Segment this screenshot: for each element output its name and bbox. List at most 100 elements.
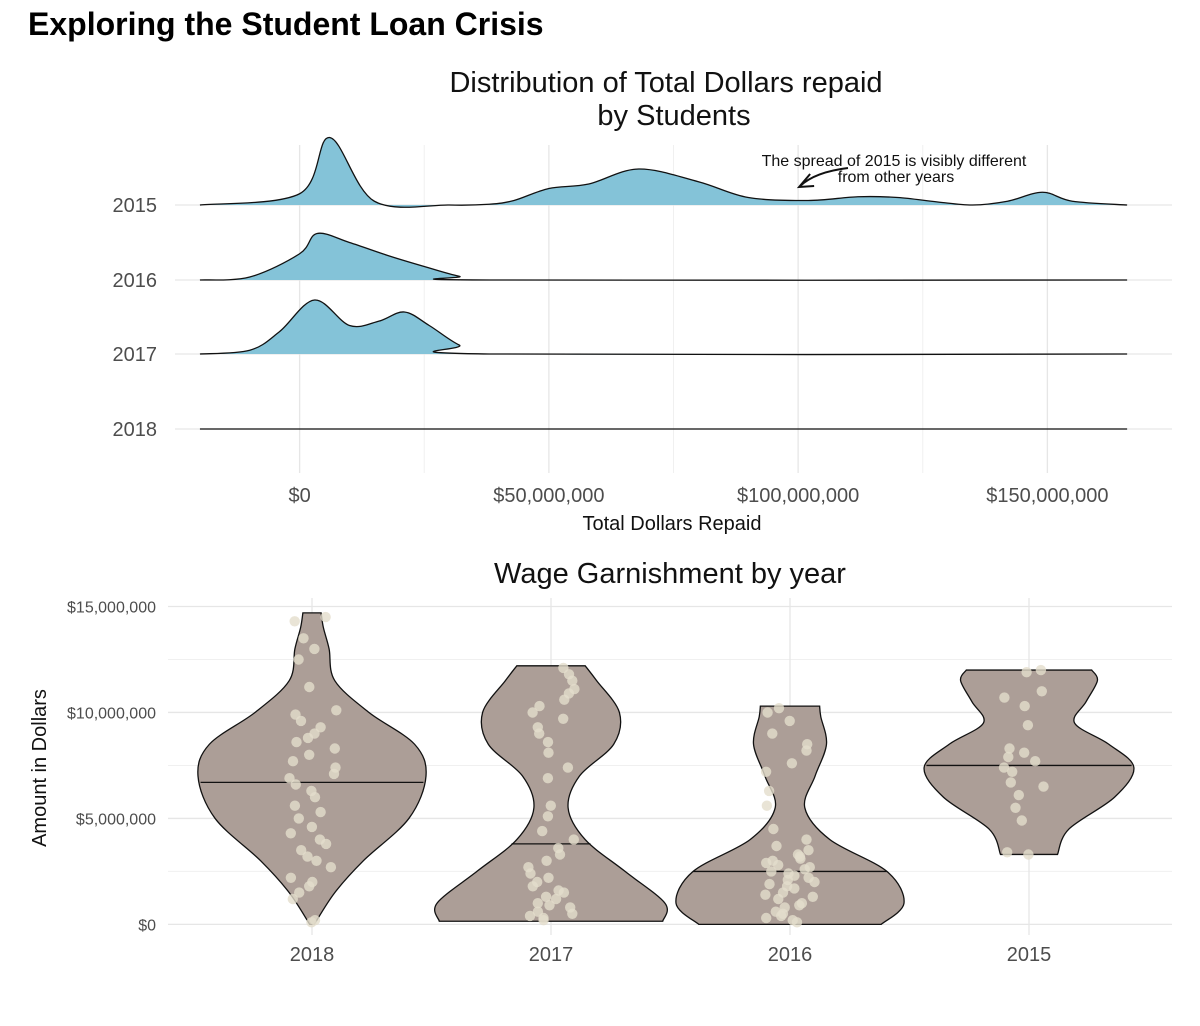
data-point-2017 <box>541 855 552 866</box>
annotation-text-line-1: The spread of 2015 is visibly different <box>762 153 1027 170</box>
data-point-2017 <box>537 825 548 837</box>
data-point-2018 <box>291 736 302 748</box>
data-point-2017 <box>543 872 554 883</box>
chart-title: Wage Garnishment by year <box>494 558 846 590</box>
data-point-2016 <box>783 868 794 879</box>
ridge-area-2017 <box>199 299 1128 355</box>
data-point-2017 <box>568 834 579 845</box>
data-point-2015 <box>1004 743 1015 754</box>
data-point-2018 <box>315 722 326 733</box>
data-point-2018 <box>309 643 320 655</box>
x-axis-label: Total Dollars Repaid <box>583 513 762 535</box>
data-point-2016 <box>792 849 804 860</box>
data-point-2017 <box>540 891 552 902</box>
data-point-2016 <box>762 707 773 718</box>
x-tick-label: 2018 <box>290 944 335 966</box>
data-point-2018 <box>289 616 300 627</box>
y-tick-label: $5,000,000 <box>76 811 156 828</box>
data-point-2017 <box>569 683 580 695</box>
data-point-2017 <box>562 762 574 773</box>
data-point-2018 <box>293 813 304 824</box>
data-point-2016 <box>803 872 814 883</box>
violin-2015 <box>923 669 1135 856</box>
data-point-2017 <box>545 800 556 811</box>
data-point-2017 <box>527 707 538 718</box>
x-tick-label: $150,000,000 <box>986 485 1108 507</box>
data-point-2015 <box>999 692 1010 703</box>
data-point-2015 <box>1013 789 1024 801</box>
ridge-line-2015 <box>199 136 1128 208</box>
data-point-2018 <box>304 681 315 693</box>
x-tick-label: $0 <box>289 485 311 507</box>
data-point-2017 <box>532 906 544 917</box>
data-point-2018 <box>285 872 297 883</box>
violin-2016 <box>675 705 905 926</box>
data-point-2015 <box>1023 849 1034 860</box>
data-point-2018 <box>298 633 309 644</box>
data-point-2016 <box>767 728 778 739</box>
data-point-2017 <box>532 722 543 733</box>
data-point-2016 <box>766 866 777 877</box>
data-point-2017 <box>543 747 554 758</box>
data-point-2018 <box>325 862 337 873</box>
data-point-2016 <box>784 715 795 727</box>
data-point-2016 <box>801 834 812 845</box>
violin-2017 <box>434 665 668 922</box>
chart-title-line-1: Distribution of Total Dollars repaid <box>449 67 882 99</box>
data-point-2015 <box>1002 847 1013 858</box>
data-point-2016 <box>807 891 818 902</box>
data-point-2017 <box>553 885 564 896</box>
data-point-2017 <box>553 842 564 854</box>
data-point-2018 <box>311 855 322 866</box>
data-point-2018 <box>302 851 313 862</box>
data-point-2015 <box>1035 664 1047 676</box>
y-tick-label: $0 <box>138 917 156 934</box>
data-point-2017 <box>558 662 569 674</box>
ridge-area-2016 <box>199 233 1128 281</box>
data-point-2016 <box>803 845 814 856</box>
data-point-2018 <box>296 845 307 856</box>
data-point-2016 <box>804 862 815 873</box>
data-point-2016 <box>760 889 771 900</box>
data-point-2015 <box>1021 667 1032 678</box>
data-point-2017 <box>542 773 554 784</box>
data-point-2017 <box>550 893 562 905</box>
data-point-2016 <box>802 739 813 750</box>
data-point-2017 <box>532 898 543 909</box>
data-point-2018 <box>293 654 304 665</box>
page-title: Exploring the Student Loan Crisis <box>28 6 544 42</box>
data-point-2016 <box>796 898 808 909</box>
data-point-2018 <box>309 915 321 926</box>
data-point-2015 <box>1003 751 1014 763</box>
data-point-2016 <box>760 766 772 777</box>
data-point-2015 <box>1022 720 1034 731</box>
x-tick-label: 2015 <box>1007 944 1052 966</box>
x-tick-label: 2017 <box>529 944 574 966</box>
x-tick-label: $100,000,000 <box>737 485 859 507</box>
data-point-2018 <box>290 779 301 790</box>
y-tick-label: 2018 <box>113 419 158 441</box>
data-point-2018 <box>306 785 317 797</box>
data-point-2016 <box>768 823 779 835</box>
data-point-2018 <box>294 887 305 898</box>
data-point-2017 <box>565 902 576 913</box>
data-point-2016 <box>773 703 785 714</box>
data-point-2017 <box>532 876 543 888</box>
y-tick-label: 2015 <box>113 195 158 217</box>
data-point-2017 <box>544 900 555 911</box>
data-point-2018 <box>287 756 299 767</box>
y-tick-label: $10,000,000 <box>67 705 156 722</box>
data-point-2017 <box>542 736 554 748</box>
data-point-2015 <box>1036 686 1048 697</box>
data-point-2015 <box>1005 777 1016 788</box>
annotation-arrowhead <box>796 173 815 189</box>
data-point-2016 <box>779 902 790 913</box>
data-point-2018 <box>284 773 295 784</box>
data-point-2018 <box>330 762 341 773</box>
data-point-2015 <box>1016 815 1027 826</box>
data-point-2015 <box>1030 756 1041 767</box>
y-axis-label: Amount in Dollars <box>29 689 51 847</box>
data-point-2015 <box>998 762 1010 773</box>
ridgeline-chart: 2015 2016 2017 2018 $0 $50,000,000 $100,000,00… <box>113 67 1172 535</box>
